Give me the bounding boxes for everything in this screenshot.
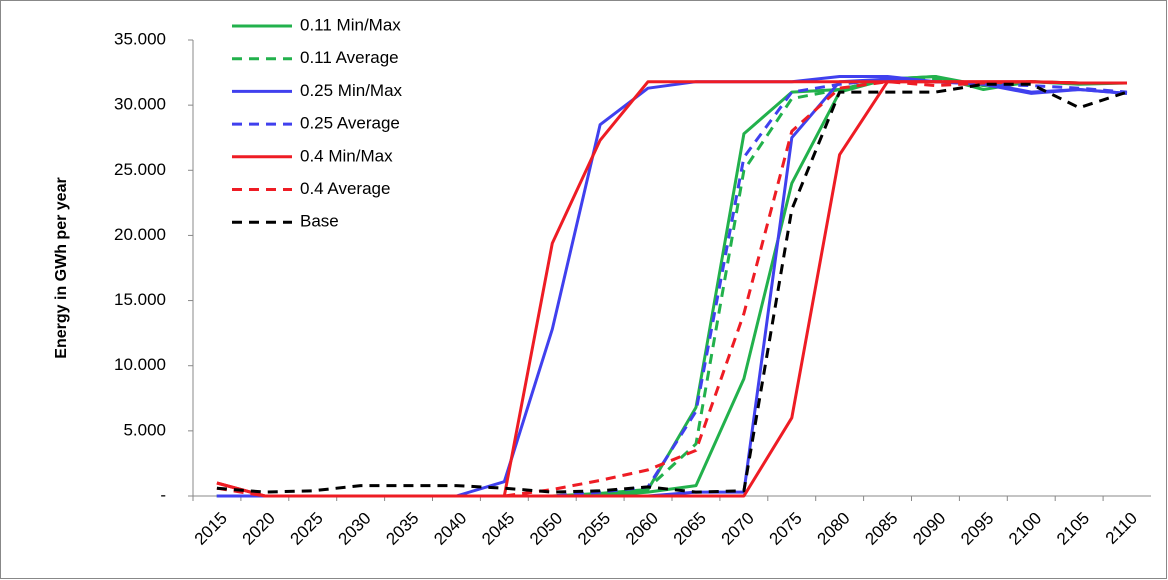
series-line [216,82,1128,494]
y-tick-label: 15.000 [114,290,166,309]
legend-label: 0.25 Average [300,114,400,133]
series-line [216,80,1127,498]
y-tick-label: 35.000 [114,29,166,48]
legend-label: Base [300,212,339,231]
y-tick-label: - [160,485,166,504]
y-tick-label: 5.000 [123,420,166,439]
y-tick-label: 10.000 [114,355,166,374]
legend-label: 0.11 Min/Max [300,15,401,34]
legend-label: 0.4 Average [300,179,390,198]
y-axis-title: Energy in GWh per year [53,177,70,358]
y-tick-label: 30.000 [114,95,166,114]
series-line [216,80,1127,498]
legend-label: 0.25 Min/Max [300,81,403,100]
y-tick-label: 20.000 [114,225,166,244]
legend-label: 0.4 Min/Max [300,146,393,165]
legend-label: 0.11 Average [300,48,399,67]
y-tick-label: 25.000 [114,160,166,179]
